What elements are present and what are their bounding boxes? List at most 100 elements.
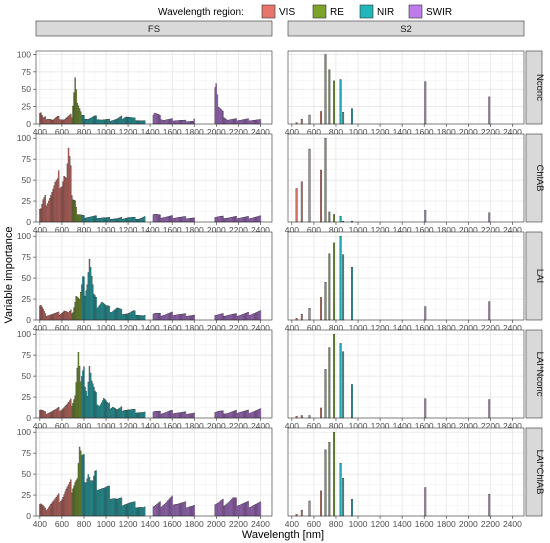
fs-bar-swir [250, 218, 253, 223]
row-strip [525, 50, 543, 125]
fs-bar-swir [215, 315, 217, 321]
fs-bar-swir [252, 505, 254, 517]
y-tick-label: 50 [22, 371, 32, 381]
fs-bar-vis [53, 119, 55, 125]
x-tick-label: 1400 [141, 225, 160, 235]
fs-bar-vis [53, 185, 55, 223]
fs-bar-swir [214, 315, 216, 321]
fs-bar-swir [259, 215, 262, 223]
y-tick-label: 0 [26, 315, 31, 325]
fs-bar-swir [166, 501, 168, 517]
fs-bar-vis [70, 113, 72, 125]
fs-bar-swir [177, 314, 179, 321]
fs-bar-swir [184, 313, 187, 321]
fs-bar-swir [243, 217, 245, 223]
panel-border [287, 50, 525, 125]
fs-bar-swir [174, 314, 177, 321]
fs-bar-swir [218, 501, 221, 517]
fs-bar-nir [137, 507, 139, 517]
fs-bar-vis [44, 507, 47, 517]
fs-bar-swir [181, 216, 183, 223]
fs-bar-vis [46, 203, 49, 223]
s2-bar-re [333, 80, 336, 125]
fs-bar-vis [45, 413, 48, 419]
fs-bar-swir [159, 312, 161, 321]
legend: Wavelength region: VIS RE NIR SWIR [158, 4, 452, 19]
fs-bar-swir [180, 120, 182, 125]
fs-bar-nir [91, 117, 93, 125]
s2-bar-vis [308, 308, 311, 321]
x-tick-label: 600 [55, 421, 69, 431]
fs-bar-swir [189, 121, 191, 125]
fs-bar-nir [91, 216, 93, 223]
x-tick-label: 1000 [97, 421, 116, 431]
fs-bar-swir [237, 218, 240, 223]
fs-bar-re [74, 482, 76, 517]
x-tick-label: 2000 [207, 519, 226, 529]
x-tick-label: 1400 [141, 519, 160, 529]
fs-bar-vis [50, 411, 52, 419]
fs-bar-nir [91, 480, 93, 517]
fs-bar-nir [83, 115, 85, 125]
fs-bar-vis [46, 413, 49, 419]
fs-bar-swir [180, 502, 182, 517]
fs-bar-swir [185, 414, 188, 419]
s2-bar-swir [424, 81, 427, 125]
fs-bar-swir [174, 120, 177, 125]
panel-background [36, 232, 272, 320]
fs-bar-swir [237, 120, 240, 125]
fs-bar-vis [61, 119, 63, 125]
fs-bar-swir [233, 410, 235, 419]
s2-bar-vis [320, 490, 323, 517]
fs-bar-nir [121, 314, 124, 321]
fs-bar-swir [161, 413, 163, 419]
fs-bar-nir [139, 315, 141, 321]
fs-bar-swir [242, 503, 244, 517]
fs-bar-re [78, 299, 81, 321]
fs-bar-swir [166, 119, 168, 125]
fs-bar-vis [51, 314, 53, 321]
legend-label-re: RE [330, 7, 344, 18]
x-tick-label: 1200 [119, 421, 138, 431]
fs-bar-re [72, 488, 74, 517]
fs-bar-swir [186, 507, 189, 517]
x-tick-label: 1800 [185, 225, 204, 235]
x-tick-label: 2400 [503, 323, 522, 333]
fs-bar-re [74, 395, 76, 419]
fs-bar-vis [45, 316, 48, 321]
fs-bar-nir [103, 398, 105, 419]
x-tick-label: 800 [77, 519, 91, 529]
fs-bar-vis [65, 177, 67, 223]
fs-bar-swir [169, 215, 171, 223]
fs-bar-swir [161, 506, 163, 517]
fs-bar-swir [170, 410, 172, 419]
fs-bar-vis [54, 313, 56, 321]
fs-bar-vis [59, 502, 61, 517]
fs-bar-swir [164, 119, 167, 125]
fs-bar-re [79, 292, 82, 321]
fs-bar-swir [250, 314, 253, 321]
fs-bar-vis [64, 491, 66, 517]
fs-bar-nir [111, 498, 114, 517]
fs-bar-vis [44, 116, 47, 125]
fs-bar-swir [167, 313, 169, 321]
fs-bar-swir [216, 411, 219, 419]
fs-bar-swir [244, 313, 246, 321]
fs-bar-nir [121, 118, 124, 125]
fs-bar-re [76, 103, 79, 125]
s2-bar-re [324, 54, 327, 125]
fs-bar-swir [153, 213, 156, 223]
fs-bar-swir [185, 121, 188, 125]
fs-bar-vis [42, 199, 44, 223]
fs-bar-swir [234, 410, 236, 419]
fs-bar-nir [97, 306, 99, 321]
fs-bar-nir [115, 218, 117, 223]
fs-bar-nir [84, 119, 86, 125]
fs-bar-nir [134, 310, 136, 321]
fs-bar-nir [86, 478, 88, 517]
fs-bar-swir [233, 216, 235, 223]
fs-bar-swir [225, 504, 227, 517]
fs-bar-nir [109, 121, 112, 125]
fs-bar-swir [171, 215, 173, 223]
